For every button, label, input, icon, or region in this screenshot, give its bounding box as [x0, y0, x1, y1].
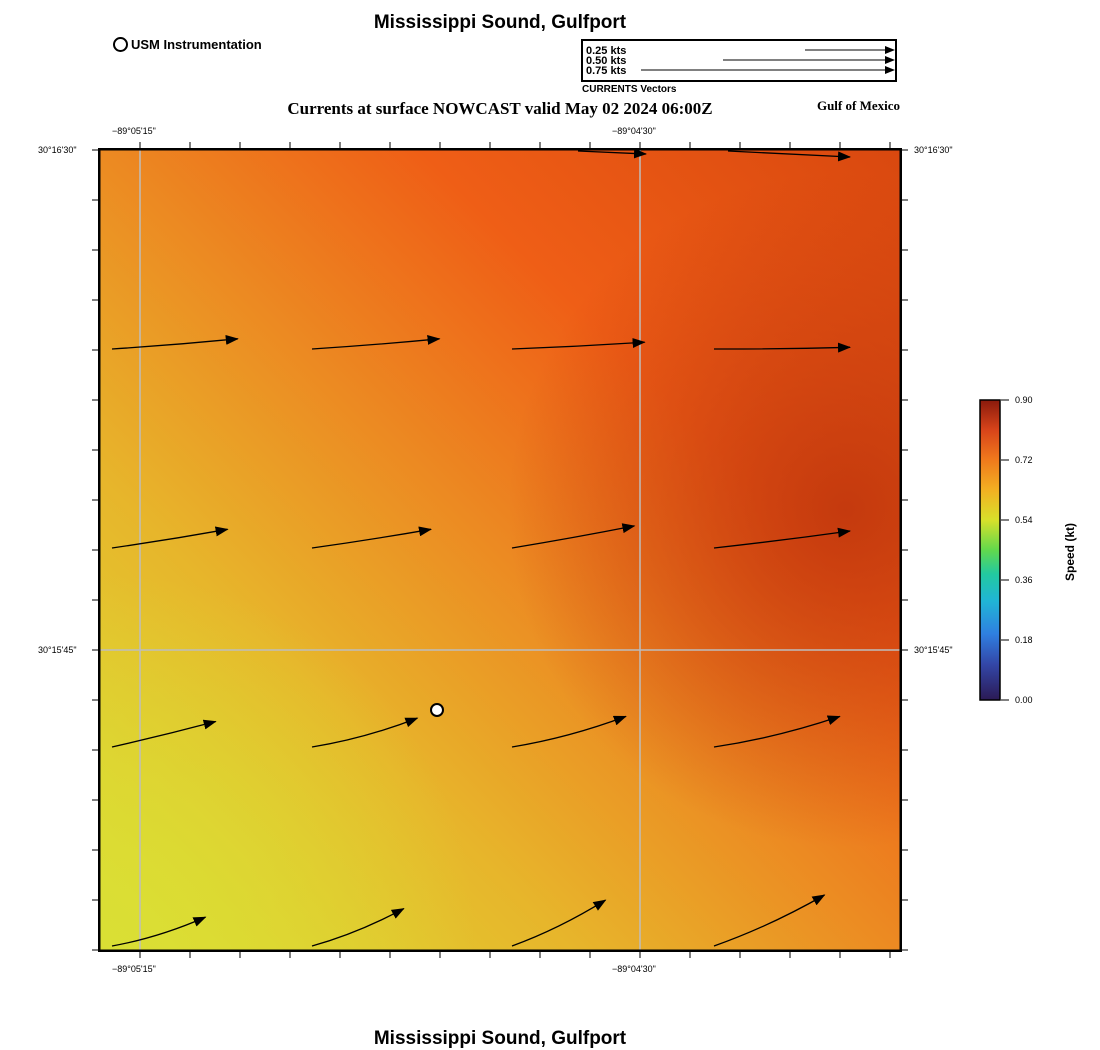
lat-label-left-2: 30°15'45"	[38, 645, 77, 655]
current-vector-arrow	[511, 523, 636, 549]
station-legend: USM Instrumentation	[113, 37, 262, 52]
colorbar-ticks	[1001, 399, 1009, 701]
lon-label-top-2: −89°04'30"	[612, 126, 656, 136]
colorbar-tick-label: 0.90	[1015, 395, 1033, 405]
vector-legend-label-2: 0.50 kts	[586, 55, 627, 67]
usm-station-marker[interactable]	[430, 703, 444, 717]
current-vector-arrow	[713, 894, 826, 947]
current-vector-arrow	[511, 715, 627, 748]
current-vector-arrow	[111, 916, 207, 947]
station-legend-label: USM Instrumentation	[131, 37, 262, 52]
current-vector-arrow	[311, 908, 405, 947]
vector-legend-label-1: 0.25 kts	[586, 45, 627, 57]
vector-legend-caption: CURRENTS Vectors	[582, 84, 677, 95]
current-vector-arrow	[713, 527, 851, 549]
current-vector-arrow	[727, 150, 851, 162]
current-vector-arrow	[713, 342, 851, 353]
current-vector-arrow	[311, 717, 419, 748]
colorbar-tick-label: 0.54	[1015, 515, 1033, 525]
lat-label-right-1: 30°16'30"	[914, 145, 953, 155]
current-vectors	[111, 148, 851, 947]
map-subtitle: Currents at surface NOWCAST valid May 02…	[287, 99, 713, 118]
vector-legend-label-3: 0.75 kts	[586, 65, 627, 77]
current-vector-arrow	[311, 334, 441, 350]
colorbar-tick-label: 0.36	[1015, 575, 1033, 585]
current-vector-arrow	[311, 526, 432, 549]
current-vector-arrow	[111, 334, 239, 350]
current-vector-arrow	[511, 338, 646, 350]
current-vector-arrow	[511, 899, 607, 947]
station-marker-icon	[113, 37, 128, 52]
map-footer-title: Mississippi Sound, Gulfport	[373, 1028, 627, 1049]
vector-legend: 0.25 kts 0.50 kts 0.75 kts	[581, 39, 897, 82]
lon-label-top-1: −89°05'15"	[112, 126, 156, 136]
lat-label-right-2: 30°15'45"	[914, 645, 953, 655]
current-map[interactable]	[97, 147, 903, 953]
current-vector-arrow	[577, 148, 647, 159]
lon-label-bottom-2: −89°04'30"	[612, 964, 656, 974]
colorbar-title: Speed (kt)	[1063, 523, 1077, 582]
map-title: Mississippi Sound, Gulfport	[373, 12, 627, 33]
colorbar-tick-label: 0.00	[1015, 695, 1033, 705]
current-vector-arrow	[713, 715, 841, 748]
current-vector-arrow	[111, 719, 217, 748]
colorbar-tick-label: 0.72	[1015, 455, 1033, 465]
colorbar-tick-label: 0.18	[1015, 635, 1033, 645]
colorbar	[979, 398, 1003, 702]
lon-label-bottom-1: −89°05'15"	[112, 964, 156, 974]
current-vector-arrow	[111, 526, 229, 549]
region-label: Gulf of Mexico	[816, 98, 900, 113]
lat-label-left-1: 30°16'30"	[38, 145, 77, 155]
